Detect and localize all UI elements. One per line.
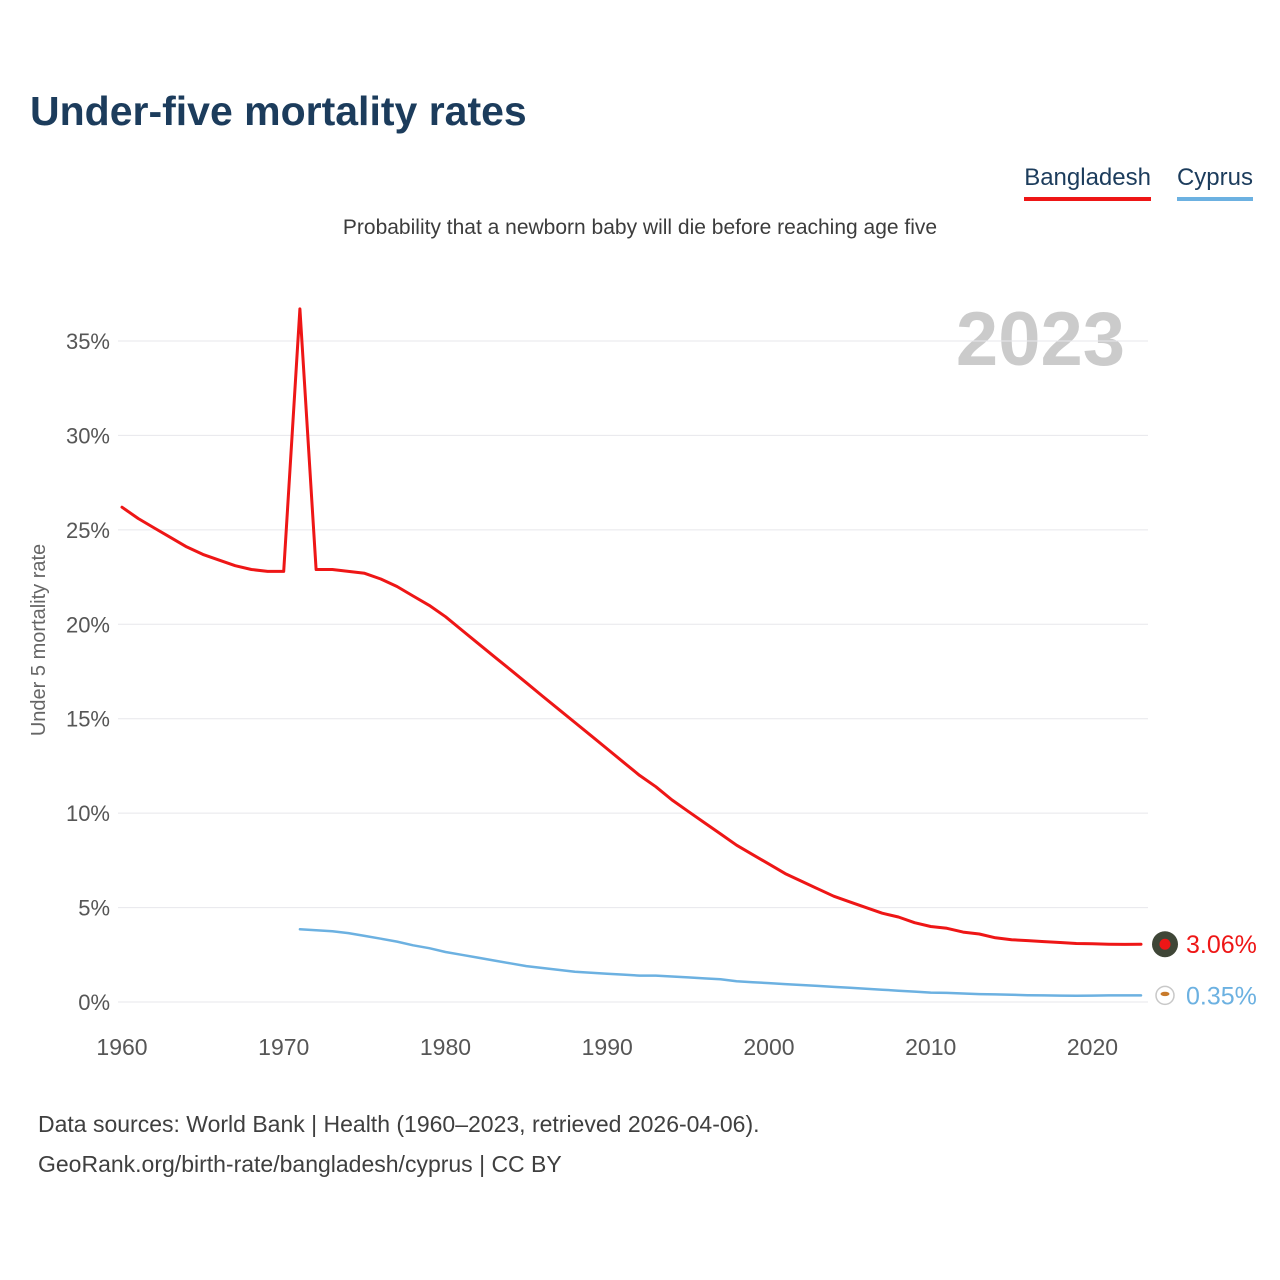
x-tick-label: 2020 <box>1067 1034 1118 1060</box>
footer: Data sources: World Bank | Health (1960–… <box>38 1104 760 1185</box>
bangladesh-end-marker-dot <box>1159 938 1171 950</box>
bangladesh-end-value-label: 3.06% <box>1186 931 1257 959</box>
cyprus-end-value-label: 0.35% <box>1186 982 1257 1010</box>
y-tick-label: 35% <box>66 329 110 354</box>
chart-canvas: 2023 0% 5% 10% 15% 20% 25% 30% 35% 1960 1970 1980 19… <box>28 297 1257 1060</box>
y-axis-title: Under 5 mortality rate <box>28 544 50 736</box>
x-tick-label: 1960 <box>96 1034 147 1060</box>
cyprus-end-marker-dot <box>1160 991 1170 997</box>
y-tick-label: 0% <box>78 990 110 1015</box>
y-tick-label: 25% <box>66 518 110 543</box>
x-tick-label: 1990 <box>582 1034 633 1060</box>
chart-title: Under-five mortality rates <box>30 88 527 134</box>
y-tick-label: 10% <box>66 801 110 826</box>
chart-subtitle: Probability that a newborn baby will die… <box>342 216 938 239</box>
legend: Bangladesh Cyprus <box>1024 164 1253 201</box>
x-tick-label: 1970 <box>258 1034 309 1060</box>
x-tick-label: 1980 <box>420 1034 471 1060</box>
attribution-text: GeoRank.org/birth-rate/bangladesh/cyprus… <box>38 1151 562 1178</box>
y-tick-label: 5% <box>78 896 110 921</box>
data-sources-text: Data sources: World Bank | Health (1960–… <box>38 1111 760 1137</box>
y-tick-label: 15% <box>66 707 110 732</box>
bangladesh-line <box>120 307 1143 946</box>
legend-item-bangladesh[interactable]: Bangladesh <box>1024 164 1151 201</box>
watermark-year: 2023 <box>956 297 1125 382</box>
cyprus-line <box>298 928 1143 998</box>
y-tick-label: 30% <box>66 423 110 448</box>
x-tick-label: 2000 <box>743 1034 794 1060</box>
x-tick-label: 2010 <box>905 1034 956 1060</box>
legend-item-cyprus[interactable]: Cyprus <box>1176 164 1253 201</box>
y-tick-label: 20% <box>66 612 110 637</box>
